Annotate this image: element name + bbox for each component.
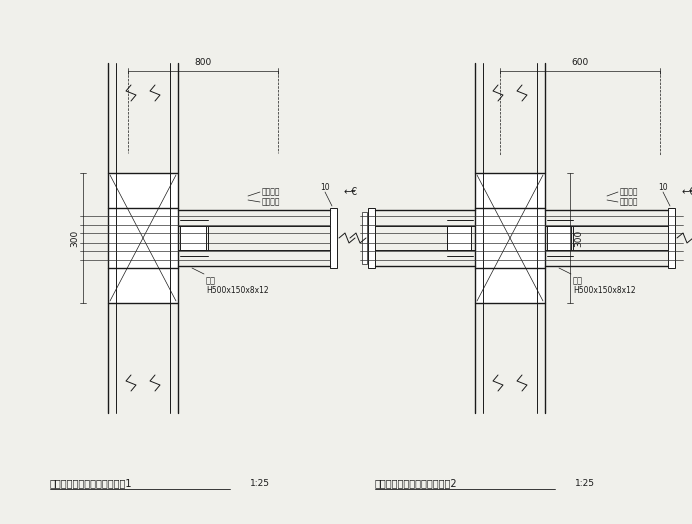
- Text: 钢梁: 钢梁: [573, 276, 583, 285]
- Text: 300: 300: [574, 230, 583, 247]
- Text: 竖向钢筋: 竖向钢筋: [262, 188, 280, 196]
- Text: 钢梁: 钢梁: [206, 276, 216, 285]
- Bar: [362, 212, 367, 264]
- Bar: [180, 226, 206, 250]
- Bar: [330, 208, 337, 268]
- Text: 1:25: 1:25: [575, 479, 595, 488]
- Text: 竖向钢筋: 竖向钢筋: [620, 188, 639, 196]
- Bar: [368, 208, 375, 268]
- Text: 600: 600: [572, 58, 589, 67]
- Text: 10: 10: [658, 183, 668, 192]
- Text: 10: 10: [320, 183, 330, 192]
- Text: ←€: ←€: [344, 187, 358, 197]
- Bar: [447, 226, 471, 250]
- Text: 竖向钢筋: 竖向钢筋: [262, 198, 280, 206]
- Text: 竖向钢筋: 竖向钢筋: [620, 198, 639, 206]
- Text: 800: 800: [194, 58, 212, 67]
- Text: 型钢柱与梁连接节点配筋构造1: 型钢柱与梁连接节点配筋构造1: [50, 478, 132, 488]
- Text: ←€: ←€: [682, 187, 692, 197]
- Bar: [547, 226, 571, 250]
- Bar: [108, 173, 178, 303]
- Bar: [668, 208, 675, 268]
- Bar: [475, 173, 545, 303]
- Text: 300: 300: [70, 230, 79, 247]
- Text: 型钢柱与梁连接节点配筋构造2: 型钢柱与梁连接节点配筋构造2: [375, 478, 457, 488]
- Text: H500x150x8x12: H500x150x8x12: [573, 286, 636, 295]
- Text: H500x150x8x12: H500x150x8x12: [206, 286, 268, 295]
- Text: 1:25: 1:25: [250, 479, 270, 488]
